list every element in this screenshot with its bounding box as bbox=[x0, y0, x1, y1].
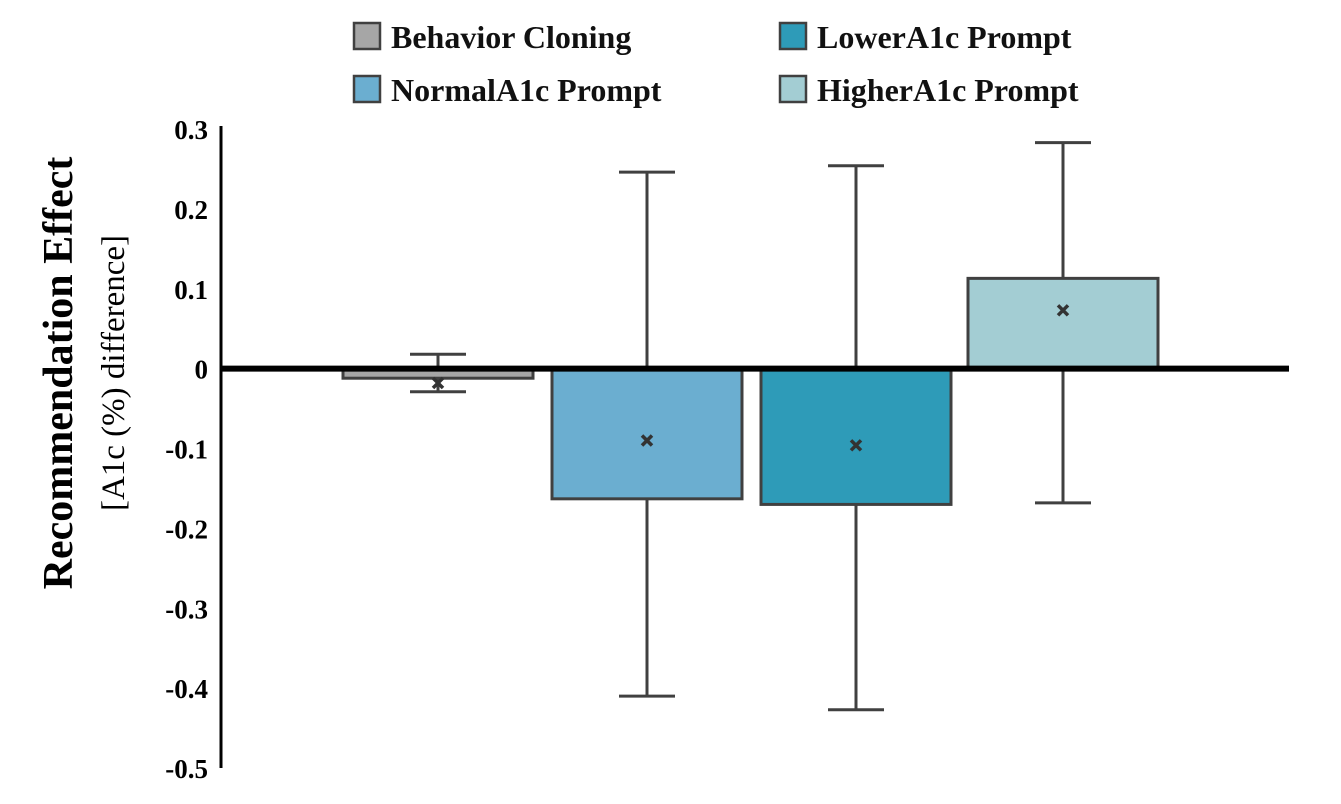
bar-group bbox=[966, 141, 1160, 505]
y-tick-label: 0.3 bbox=[174, 115, 208, 145]
bar bbox=[550, 367, 744, 501]
mean-marker bbox=[849, 439, 863, 452]
legend: Behavior Cloning LowerA1c Prompt NormalA1c… bbox=[352, 19, 1079, 108]
bar bbox=[759, 367, 953, 506]
mean-marker-stroke bbox=[431, 376, 445, 390]
legend-label: HigherA1c Prompt bbox=[817, 72, 1079, 108]
bar-group bbox=[759, 164, 953, 712]
y-tick-label: 0 bbox=[195, 355, 209, 385]
y-tick-label: -0.1 bbox=[165, 435, 208, 465]
legend-label: NormalA1c Prompt bbox=[391, 72, 662, 108]
legend-swatch bbox=[352, 74, 382, 104]
legend-item: NormalA1c Prompt bbox=[352, 72, 662, 108]
bar bbox=[966, 276, 1160, 371]
mean-marker bbox=[431, 376, 445, 390]
legend-label: Behavior Cloning bbox=[391, 19, 631, 55]
y-tick-label: 0.1 bbox=[174, 275, 208, 305]
y-tick-label: -0.3 bbox=[165, 594, 208, 624]
legend-item: HigherA1c Prompt bbox=[778, 72, 1079, 108]
bar-group bbox=[550, 170, 744, 698]
legend-swatch bbox=[778, 74, 808, 104]
legend-item: Behavior Cloning bbox=[352, 19, 631, 55]
legend-swatch bbox=[352, 21, 382, 51]
y-tick-label: -0.2 bbox=[165, 514, 208, 544]
y-tick-label: -0.4 bbox=[165, 674, 208, 704]
y-axis: 0.3 0.2 0.1 0 -0.1 -0.2 -0.3 -0.4 -0.5 bbox=[165, 115, 223, 784]
y-tick-label: 0.2 bbox=[174, 195, 208, 225]
y-tick-label: -0.5 bbox=[165, 754, 208, 784]
plot-area bbox=[341, 141, 1160, 712]
mean-marker-stroke bbox=[849, 439, 863, 452]
y-axis-title: Recommendation Effect [A1c (%) differenc… bbox=[36, 157, 132, 590]
mean-marker-stroke bbox=[1056, 304, 1070, 317]
bar-group bbox=[341, 352, 535, 394]
y-axis-sublabel: [A1c (%) difference] bbox=[96, 235, 132, 511]
mean-marker bbox=[1056, 304, 1070, 317]
mean-marker-stroke bbox=[640, 434, 654, 447]
legend-label: LowerA1c Prompt bbox=[817, 19, 1072, 55]
mean-marker bbox=[640, 434, 654, 447]
y-axis-label: Recommendation Effect bbox=[36, 157, 82, 590]
legend-swatch bbox=[778, 21, 808, 51]
legend-item: LowerA1c Prompt bbox=[778, 19, 1072, 55]
